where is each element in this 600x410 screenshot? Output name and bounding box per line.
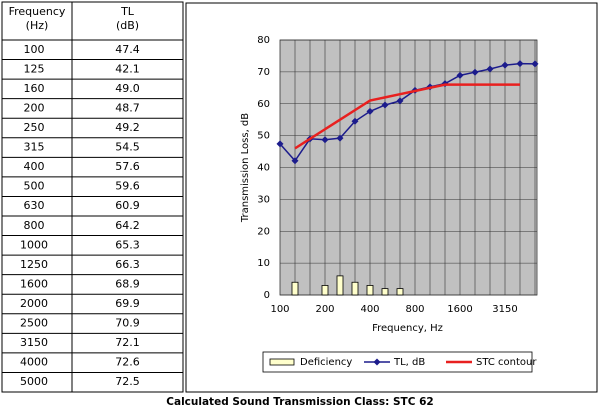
table-cell: 100: [24, 43, 45, 56]
plot-border: [279, 39, 538, 296]
legend-marker: [373, 358, 381, 366]
point-marker: [471, 68, 479, 76]
x-axis-label: Frequency, Hz: [372, 323, 443, 334]
legend-box: [262, 351, 533, 373]
table-cell: 59.6: [115, 180, 140, 193]
table-header: TL: [120, 5, 135, 18]
legend-label: TL, dB: [393, 357, 425, 368]
deficiency-bar: [291, 281, 299, 296]
table-cell: 4000: [20, 356, 48, 369]
table-cell: 66.3: [115, 258, 140, 271]
table-cell: 72.6: [115, 356, 140, 369]
point-marker: [531, 60, 539, 68]
point-marker: [321, 136, 329, 144]
deficiency-bar: [336, 275, 344, 296]
table-cell: 2500: [20, 317, 48, 330]
point-marker: [486, 65, 494, 73]
table-cell: 160: [24, 82, 45, 95]
deficiency-bar: [351, 281, 359, 296]
table-cell: 48.7: [115, 101, 140, 114]
table-cell: 5000: [20, 375, 48, 388]
table-cell: 54.5: [115, 141, 140, 154]
y-tick-label: 20: [257, 226, 270, 237]
table-cell: 69.9: [115, 297, 140, 310]
legend-swatch: [269, 358, 295, 366]
table-cell: 125: [24, 62, 45, 75]
x-tick-label: 100: [270, 304, 289, 315]
table-cell: 630: [24, 199, 45, 212]
table-cell: 64.2: [115, 219, 140, 232]
table-cell: 65.3: [115, 238, 140, 251]
table-cell: 60.9: [115, 199, 140, 212]
table-cell: 315: [24, 141, 45, 154]
x-tick-label: 1600: [447, 304, 472, 315]
table-cell: 2000: [20, 297, 48, 310]
point-marker: [381, 101, 389, 109]
series-line: [294, 83, 520, 150]
point-marker: [336, 134, 344, 142]
table-header: (Hz): [26, 19, 49, 32]
table-border: [1, 1, 184, 393]
table-cell: 72.1: [115, 336, 140, 349]
y-tick-label: 50: [257, 131, 270, 142]
y-tick-label: 40: [257, 163, 270, 174]
table-cell: 800: [24, 219, 45, 232]
table-cell: 49.0: [115, 82, 140, 95]
x-tick-label: 400: [360, 304, 379, 315]
x-tick-label: 200: [315, 304, 334, 315]
x-tick-label: 800: [405, 304, 424, 315]
table-cell: 42.1: [115, 62, 140, 75]
deficiency-bar: [381, 288, 389, 296]
deficiency-bar: [366, 285, 374, 296]
deficiency-bar: [396, 288, 404, 296]
y-tick-label: 0: [264, 290, 270, 301]
deficiency-bar: [321, 285, 329, 296]
table-cell: 1000: [20, 238, 48, 251]
y-tick-label: 10: [257, 258, 270, 269]
table-cell: 49.2: [115, 121, 140, 134]
point-marker: [291, 157, 299, 165]
table-cell: 1600: [20, 277, 48, 290]
legend-label: Deficiency: [300, 357, 352, 368]
point-marker: [366, 107, 374, 115]
caption: Calculated Sound Transmission Class: STC…: [166, 396, 433, 408]
y-axis-label: Transmission Loss, dB: [240, 113, 251, 223]
point-marker: [396, 97, 404, 105]
table-cell: 1250: [20, 258, 48, 271]
table-header: (dB): [116, 19, 139, 32]
x-tick-label: 3150: [492, 304, 517, 315]
point-marker: [456, 71, 464, 79]
y-tick-label: 70: [257, 67, 270, 78]
point-marker: [276, 140, 284, 148]
point-marker: [516, 60, 524, 68]
y-tick-label: 30: [257, 194, 270, 205]
point-marker: [501, 61, 509, 69]
y-tick-label: 80: [257, 35, 270, 46]
table-cell: 72.5: [115, 375, 140, 388]
table-cell: 57.6: [115, 160, 140, 173]
table-cell: 200: [24, 101, 45, 114]
table-cell: 70.9: [115, 317, 140, 330]
table-cell: 47.4: [115, 43, 140, 56]
table-cell: 68.9: [115, 277, 140, 290]
table-cell: 500: [24, 180, 45, 193]
table-cell: 250: [24, 121, 45, 134]
legend-label: STC contour: [476, 357, 537, 368]
table-cell: 3150: [20, 336, 48, 349]
table-cell: 400: [24, 160, 45, 173]
point-marker: [351, 117, 359, 125]
y-tick-label: 60: [257, 99, 270, 110]
table-header: Frequency: [9, 5, 66, 18]
